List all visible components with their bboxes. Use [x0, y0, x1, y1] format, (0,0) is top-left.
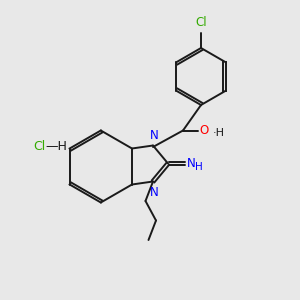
Text: Cl: Cl	[33, 140, 45, 154]
Text: ·H: ·H	[213, 128, 225, 138]
Text: O: O	[200, 124, 209, 137]
Text: N: N	[150, 186, 159, 199]
Text: Cl: Cl	[195, 16, 207, 29]
Text: H: H	[195, 162, 203, 172]
Text: N: N	[150, 129, 159, 142]
Text: —H: —H	[45, 140, 67, 154]
Text: N: N	[187, 157, 195, 170]
